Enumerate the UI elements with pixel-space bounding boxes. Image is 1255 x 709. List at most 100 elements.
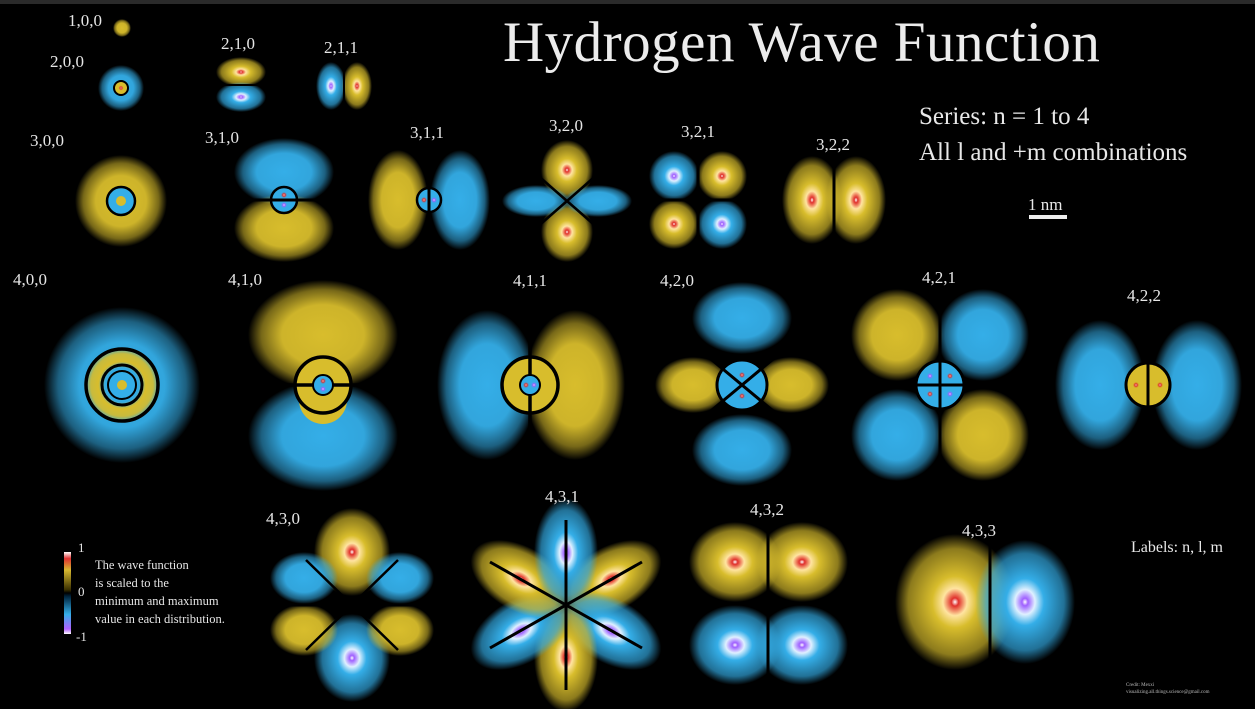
- orbital-lobe: [1055, 320, 1145, 450]
- peak-dot: [1157, 382, 1163, 388]
- radial-node: [100, 363, 144, 407]
- peak-dot: [531, 382, 537, 388]
- orbital-lobe: [234, 194, 334, 262]
- orbital-lobe: [1152, 320, 1242, 450]
- radial-node: [113, 80, 129, 96]
- legend-zero-tick: 0: [78, 584, 85, 599]
- orbital-lobe: [649, 151, 699, 201]
- orbital-2-0-0: [98, 65, 144, 111]
- orbital-3-0-0: [75, 155, 167, 247]
- orbital-lobe: [692, 414, 792, 486]
- orbital-lobe: [216, 57, 266, 87]
- orbital-label-4-2-1: 4,2,1: [922, 268, 956, 287]
- peak-dot: [1133, 382, 1139, 388]
- orbital-lobe: [430, 150, 490, 250]
- orbital-label-3-2-0: 3,2,0: [549, 116, 583, 135]
- orbital-label-1-0-0: 1,0,0: [68, 11, 102, 30]
- peak-dot: [431, 197, 437, 203]
- top-border: [0, 0, 1255, 4]
- peak-dot: [320, 386, 326, 392]
- orbital-4-1-1: [437, 305, 625, 465]
- orbital-lobe: [525, 310, 625, 460]
- orbital-label-3-2-1: 3,2,1: [681, 122, 715, 141]
- peak-dot: [927, 391, 933, 397]
- orbital-4-2-1: [851, 289, 1029, 481]
- orbital-4-2-0: [655, 282, 829, 486]
- angular-node: [699, 348, 785, 422]
- orbital-1-0-0: [113, 19, 131, 37]
- page-title: Hydrogen Wave Function: [503, 11, 1101, 74]
- peak-dot: [281, 192, 287, 198]
- orbital-label-4-3-2: 4,3,2: [750, 500, 784, 519]
- color-scale-bar: [64, 552, 71, 634]
- orbital-4-2-2: [1055, 317, 1242, 453]
- orbital-lobe: [689, 522, 781, 602]
- orbital-lobe: [316, 62, 346, 110]
- orbital-label-3-2-2: 3,2,2: [816, 135, 850, 154]
- orbital-lobe: [826, 156, 886, 244]
- orbital-label-4-1-0: 4,1,0: [228, 270, 262, 289]
- core-disc: [117, 380, 127, 390]
- orbital-lobe: [689, 605, 781, 685]
- orbital-lobe: [756, 522, 848, 602]
- orbital-label-4-2-0: 4,2,0: [660, 271, 694, 290]
- peak-dot: [281, 202, 287, 208]
- orbital-lobe: [113, 19, 131, 37]
- orbital-label-4-2-2: 4,2,2: [1127, 286, 1161, 305]
- series-text: Series: n = 1 to 4: [919, 103, 1090, 130]
- orbital-3-1-0: [230, 138, 338, 262]
- orbital-lobe: [782, 156, 842, 244]
- orbital-4-1-0: [245, 280, 401, 491]
- scale-label: 1 nm: [1028, 195, 1063, 214]
- peak-dot: [927, 373, 933, 379]
- orbital-lobe: [697, 151, 747, 201]
- angular-node: [305, 559, 399, 651]
- peak-dot: [523, 382, 529, 388]
- core-disc: [520, 375, 540, 395]
- orbital-lobe: [692, 282, 792, 354]
- orbital-lobe: [368, 150, 428, 250]
- peak-dot: [118, 85, 124, 91]
- peak-dot: [947, 373, 953, 379]
- orbital-lobe: [216, 82, 266, 112]
- orbital-label-4-1-1: 4,1,1: [513, 271, 547, 290]
- credit-line: Credit: Mexxi: [1126, 683, 1155, 688]
- radial-node: [107, 370, 137, 400]
- orbital-2-1-1: [316, 58, 372, 114]
- orbital-label-3-0-0: 3,0,0: [30, 131, 64, 150]
- orbital-lobe: [753, 357, 829, 413]
- legend-text-line: The wave function: [95, 558, 189, 572]
- legend-text-line: value in each distribution.: [95, 612, 225, 626]
- orbital-label-2-1-0: 2,1,0: [221, 34, 255, 53]
- legend-max-tick: 1: [78, 540, 85, 555]
- scale-bar: [1029, 215, 1067, 219]
- legend-text-line: minimum and maximum: [95, 594, 219, 608]
- orbital-3-2-0: [502, 140, 632, 262]
- orbital-label-4-3-3: 4,3,3: [962, 521, 996, 540]
- legend-min-tick: -1: [76, 629, 87, 644]
- orbital-lobe: [851, 289, 943, 381]
- core-disc: [313, 375, 333, 395]
- orbital-lobe: [248, 280, 398, 390]
- orbital-label-4-3-1: 4,3,1: [545, 487, 579, 506]
- orbital-4-0-0: [44, 307, 200, 463]
- orbital-4-3-1: [470, 498, 662, 709]
- orbital-lobe: [649, 199, 699, 249]
- orbital-lobe: [655, 357, 731, 413]
- radial-node: [519, 374, 541, 396]
- orbital-lobe: [937, 289, 1029, 381]
- radial-node: [715, 358, 769, 412]
- peak-dot: [739, 372, 745, 378]
- orbital-3-2-1: [645, 148, 751, 252]
- credit-email: visualizing.all.things.science@gmail.com: [1126, 690, 1210, 695]
- core-disc: [116, 196, 126, 206]
- orbital-2-1-0: [212, 57, 270, 112]
- orbital-lobe: [270, 604, 338, 656]
- orbital-lobe: [564, 185, 632, 217]
- radial-node: [105, 185, 137, 217]
- orbital-lobe: [541, 202, 593, 262]
- labels-key: Labels: n, l, m: [1131, 539, 1223, 556]
- peak-dot: [320, 378, 326, 384]
- orbital-3-2-2: [782, 155, 886, 245]
